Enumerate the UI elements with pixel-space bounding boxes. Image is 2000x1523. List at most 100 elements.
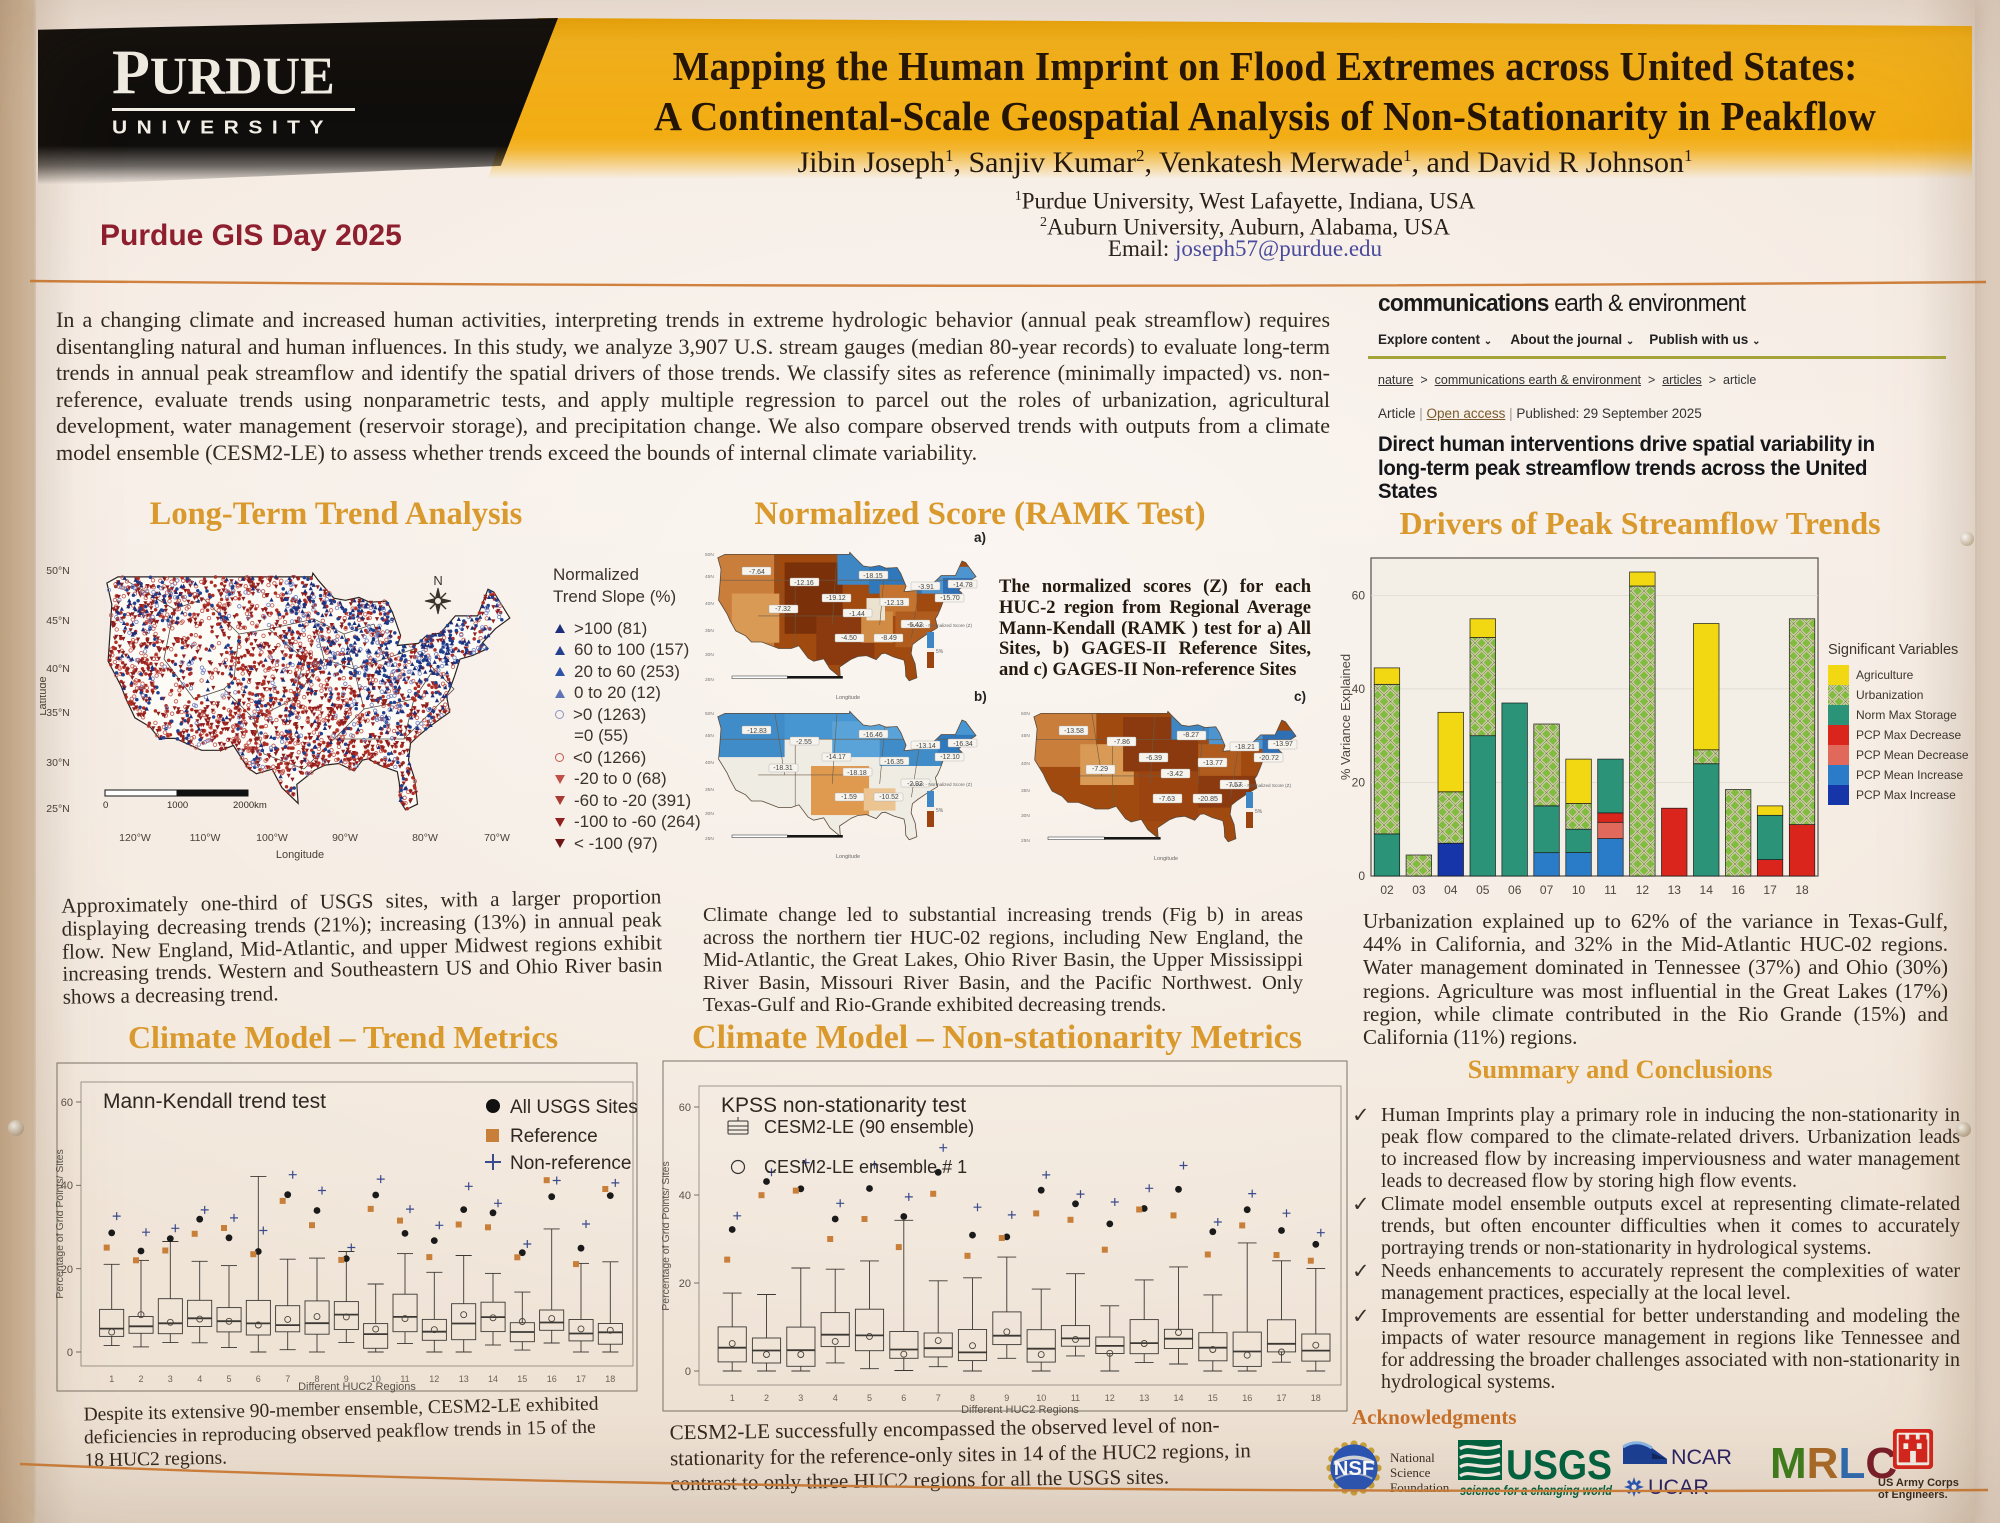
svg-text:KPSS non-stationarity test: KPSS non-stationarity test (721, 1094, 966, 1117)
svg-text:RAMK - Normalized Score (Z): RAMK - Normalized Score (Z) (911, 782, 972, 787)
svg-text:0: 0 (1358, 869, 1365, 883)
svg-text:-15.70: -15.70 (940, 595, 960, 602)
svg-text:Percentage of Grid Points/ Sit: Percentage of Grid Points/ Sites (56, 1149, 66, 1298)
svg-text:-7.86: -7.86 (1114, 739, 1130, 746)
svg-text:12: 12 (1105, 1393, 1115, 1403)
svg-text:-16.34: -16.34 (953, 741, 973, 748)
svg-text:15: 15 (1208, 1393, 1218, 1403)
svg-text:1: 1 (730, 1393, 735, 1403)
svg-text:12: 12 (1636, 883, 1650, 897)
svg-text:5%: 5% (936, 808, 944, 814)
svg-text:40N: 40N (1021, 761, 1030, 767)
svg-text:-7.29: -7.29 (1092, 766, 1108, 773)
svg-text:-7.57: -7.57 (1226, 782, 1242, 789)
svg-text:12: 12 (429, 1374, 439, 1384)
svg-text:0: 0 (67, 1347, 73, 1359)
svg-text:-12.16: -12.16 (794, 580, 814, 587)
svg-text:-3.91: -3.91 (918, 584, 934, 591)
svg-text:-12.83: -12.83 (747, 728, 767, 735)
svg-text:25N: 25N (705, 836, 714, 842)
svg-text:17: 17 (576, 1374, 586, 1384)
svg-text:0: 0 (103, 800, 108, 811)
svg-text:14: 14 (1173, 1393, 1183, 1403)
svg-text:5: 5 (867, 1393, 872, 1403)
svg-text:N: N (433, 573, 442, 588)
svg-text:-18.31: -18.31 (773, 765, 793, 772)
svg-text:2: 2 (138, 1374, 143, 1384)
svg-text:05: 05 (1476, 883, 1490, 897)
svg-text:30N: 30N (1021, 813, 1030, 819)
svg-text:35°N: 35°N (46, 707, 69, 719)
svg-text:10: 10 (1572, 883, 1586, 897)
svg-text:8: 8 (314, 1374, 319, 1384)
svg-text:-12.10: -12.10 (940, 754, 960, 761)
svg-text:6: 6 (256, 1374, 261, 1384)
svg-text:17: 17 (1276, 1393, 1286, 1403)
svg-text:25°N: 25°N (46, 803, 69, 815)
svg-text:11: 11 (400, 1374, 409, 1384)
svg-text:14: 14 (1700, 883, 1714, 897)
svg-text:PCP Mean Increase: PCP Mean Increase (1856, 768, 1963, 782)
svg-text:Mann-Kendall trend test: Mann-Kendall trend test (103, 1090, 326, 1113)
svg-text:-8.27: -8.27 (1183, 732, 1199, 739)
svg-text:Reference: Reference (510, 1126, 598, 1147)
svg-text:Longitude: Longitude (276, 849, 324, 861)
svg-text:-18.15: -18.15 (863, 573, 883, 580)
svg-text:-7.64: -7.64 (749, 569, 765, 576)
svg-text:45N: 45N (705, 574, 714, 580)
svg-text:30N: 30N (705, 811, 714, 817)
svg-text:a): a) (974, 530, 986, 545)
svg-text:Latitude: Latitude (40, 676, 49, 715)
svg-text:45°N: 45°N (46, 615, 69, 627)
svg-text:b): b) (974, 689, 987, 704)
svg-text:Longitude: Longitude (1154, 856, 1178, 862)
svg-text:Longitude: Longitude (836, 854, 860, 860)
svg-text:16: 16 (1242, 1393, 1252, 1403)
svg-text:15: 15 (517, 1374, 527, 1384)
svg-text:-19.12: -19.12 (826, 595, 846, 602)
svg-text:-16.35: -16.35 (884, 759, 904, 766)
svg-text:PCP Max Decrease: PCP Max Decrease (1856, 728, 1961, 742)
svg-text:Urbanization: Urbanization (1856, 688, 1923, 702)
svg-text:100°W: 100°W (256, 832, 288, 844)
svg-text:40N: 40N (705, 601, 714, 607)
svg-text:45N: 45N (705, 733, 714, 739)
svg-text:-6.42: -6.42 (907, 622, 923, 629)
svg-text:20: 20 (679, 1278, 691, 1290)
svg-text:60: 60 (61, 1097, 73, 1109)
svg-text:50N: 50N (1021, 711, 1030, 717)
svg-text:1: 1 (109, 1374, 114, 1384)
svg-text:-4.50: -4.50 (841, 635, 857, 642)
svg-text:-1.59: -1.59 (841, 794, 857, 801)
svg-text:30N: 30N (705, 652, 714, 658)
svg-text:20: 20 (1352, 776, 1366, 790)
svg-text:7: 7 (936, 1393, 941, 1403)
svg-text:03: 03 (1412, 883, 1426, 897)
svg-text:14: 14 (488, 1374, 498, 1384)
svg-text:c): c) (1294, 689, 1306, 704)
svg-text:UCAR: UCAR (1648, 1475, 1709, 1499)
svg-text:16: 16 (1732, 883, 1746, 897)
svg-text:Percentage of Grid Points/ Sit: Percentage of Grid Points/ Sites (662, 1161, 672, 1310)
svg-text:04: 04 (1444, 883, 1458, 897)
svg-text:30°N: 30°N (46, 757, 69, 769)
svg-text:45N: 45N (1021, 733, 1030, 739)
svg-text:PCP Mean Decrease: PCP Mean Decrease (1856, 748, 1969, 762)
svg-text:20: 20 (61, 1264, 73, 1276)
svg-text:2000km: 2000km (233, 800, 267, 811)
svg-text:5%: 5% (1255, 809, 1263, 815)
svg-text:-2.55: -2.55 (796, 739, 812, 746)
svg-text:80°W: 80°W (412, 832, 438, 844)
svg-text:50°N: 50°N (46, 565, 69, 577)
svg-text:9: 9 (1004, 1393, 1009, 1403)
svg-text:11: 11 (1071, 1393, 1080, 1403)
svg-text:5: 5 (226, 1374, 231, 1384)
svg-text:-6.39: -6.39 (1146, 755, 1162, 762)
svg-text:40: 40 (679, 1190, 691, 1202)
svg-text:13: 13 (1139, 1393, 1149, 1403)
svg-text:25N: 25N (705, 677, 714, 683)
svg-text:35N: 35N (705, 628, 714, 634)
svg-text:-20.85: -20.85 (1198, 796, 1218, 803)
svg-text:120°W: 120°W (119, 832, 151, 844)
svg-text:USGS: USGS (1506, 1441, 1612, 1488)
